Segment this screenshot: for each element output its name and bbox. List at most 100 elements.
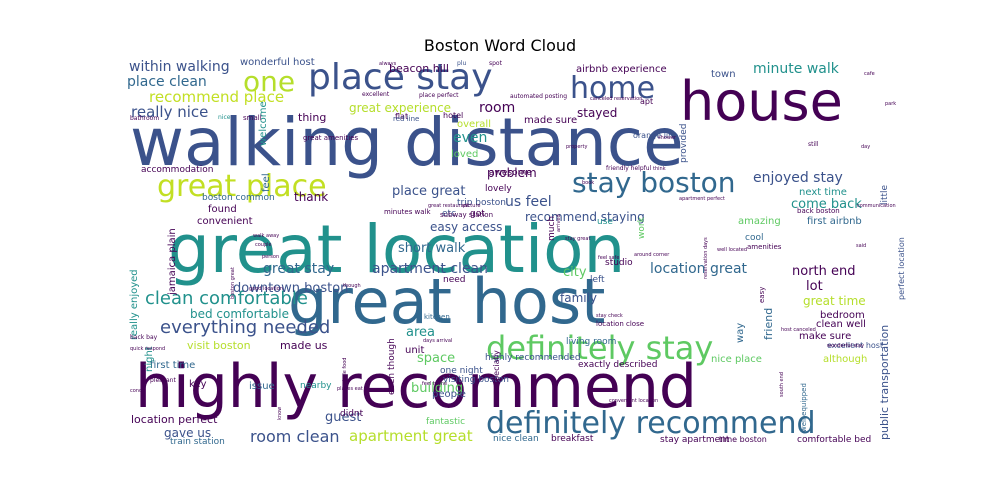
word-lot: lot — [806, 279, 823, 294]
word-location-perfect: location perfect — [131, 413, 218, 426]
word-good-location: good location — [249, 286, 283, 292]
word-well-equipped: well equipped — [800, 383, 808, 432]
word-great-place: great place — [157, 169, 327, 204]
word-perfect-location: perfect location — [897, 237, 906, 300]
word-location-great: location great — [650, 261, 748, 277]
word-said: said — [856, 243, 866, 249]
word-highly-recommended: highly recommended — [485, 353, 581, 363]
word-visit-boston: visit boston — [187, 339, 251, 352]
word-enjoyed-stay: enjoyed stay — [753, 170, 843, 186]
word-beacon-hill: beacon hill — [389, 62, 449, 75]
word-much: much — [547, 216, 557, 241]
word-canceled-reservation: canceled reservation — [590, 96, 642, 102]
word-recommend-staying: recommend staying — [525, 210, 645, 224]
word-comfortable-bed: comfortable bed — [797, 435, 871, 445]
word-even: even — [453, 130, 487, 146]
word-places-eat: places eat — [337, 386, 363, 392]
word-problem: problem — [487, 166, 537, 180]
word-boston-common: boston common — [202, 193, 275, 203]
word-especially: especially — [492, 350, 501, 390]
word-train-station: train station — [170, 437, 225, 447]
word-found: found — [208, 204, 237, 215]
word-bathroom: bathroom — [130, 115, 159, 122]
word-subway-station: subway station — [440, 211, 493, 219]
word-people: people — [432, 389, 466, 400]
word-highly-recommend: highly recommend — [135, 352, 697, 422]
word-public-transportation: public transportation — [878, 325, 891, 440]
word-amazing: amazing — [738, 216, 781, 227]
word-jamaica-plain: jamaica plain — [167, 228, 178, 296]
word-walk-away: walk away — [253, 233, 279, 239]
word-little: little — [880, 184, 890, 205]
word-studio: studio — [605, 258, 633, 268]
word-issue: issue — [249, 381, 275, 392]
word-etc: etc — [442, 209, 456, 219]
word-small: small — [243, 114, 262, 122]
word-feel-safe: feel safe — [598, 255, 619, 261]
word-reservation-days: reservation days — [703, 237, 709, 279]
word-work: work — [637, 216, 647, 239]
word-use: use — [597, 217, 613, 227]
word-couple: couple — [255, 242, 272, 248]
word-first-airbnb: first airbnb — [807, 216, 862, 227]
word-welcome: welcome — [258, 101, 269, 146]
word-got: got — [470, 209, 485, 219]
word-provided: provided — [679, 123, 689, 163]
chart-title: Boston Word Cloud — [423, 36, 577, 55]
word-quick-respond: quick respond — [130, 346, 165, 352]
word-great-experience: great experience — [349, 101, 451, 115]
word-south-end: south end — [779, 372, 785, 397]
word-family: family — [560, 291, 597, 305]
word-way: way — [735, 323, 746, 343]
word-gave-us: gave us — [164, 426, 211, 440]
word-trip-boston: trip boston — [457, 198, 506, 208]
word-airbnb-experience: airbnb experience — [576, 64, 667, 75]
word-arrived: arrived — [556, 214, 562, 232]
word-fantastic: fantastic — [426, 417, 465, 427]
word-visiting-boston: visiting boston — [443, 375, 509, 385]
word-orange-line: orange line — [633, 131, 678, 140]
word-place-great: place great — [392, 184, 465, 199]
word-host-canceled: host canceled — [781, 327, 816, 333]
word-shower: shower — [658, 135, 677, 141]
word-well-located: well located — [717, 247, 747, 253]
word-place-stay: place stay — [308, 57, 493, 98]
word-town: town — [711, 69, 736, 80]
word-picture: picture — [463, 203, 480, 209]
word-nice-clean: nice clean — [493, 434, 539, 444]
word-city: city — [563, 265, 587, 280]
word-need: need — [443, 275, 466, 285]
word-place-clean: place clean — [127, 74, 207, 90]
word-accommodation: accommodation — [141, 165, 213, 175]
word-house: house — [680, 70, 843, 133]
word-plu: plu — [457, 60, 466, 67]
word-automated-posting: automated posting — [510, 93, 567, 100]
word-still: still — [808, 141, 819, 148]
word-downtown-boston: downtown boston — [233, 281, 348, 296]
word-great-restaurant: great restaurant — [428, 203, 469, 209]
word-one: one — [243, 65, 295, 98]
word-overall: overall — [457, 119, 491, 130]
word-friend: friend — [762, 308, 775, 340]
word-boston-great: boston great — [230, 267, 236, 299]
word-living-room: living room — [566, 337, 616, 347]
word-friendly-helpful: friendly helpful — [606, 165, 652, 172]
word-guest: guest — [325, 410, 361, 425]
word-condo: condo — [130, 388, 145, 394]
word-excellent: excellent — [362, 91, 390, 98]
word-nice: nice — [218, 114, 231, 121]
word-location-close: location close — [596, 320, 644, 328]
word-apt: apt — [640, 97, 653, 106]
word-apartment-perfect: apartment perfect — [679, 196, 725, 202]
word-always: always — [379, 61, 397, 67]
word-feel: feel — [261, 173, 272, 192]
word-place-perfect: place perfect — [419, 92, 459, 99]
word-great-location: great location — [168, 211, 625, 288]
word-us-feel: us feel — [505, 194, 552, 210]
word-definitely-stay: definitely stay — [486, 329, 713, 367]
word-park: park — [885, 101, 896, 107]
word-exactly-described: exactly described — [578, 360, 657, 370]
word-really-enjoyed: really enjoyed — [129, 269, 140, 340]
word-awesome: awesome — [489, 168, 532, 178]
word-within-walking: within walking — [129, 59, 230, 75]
